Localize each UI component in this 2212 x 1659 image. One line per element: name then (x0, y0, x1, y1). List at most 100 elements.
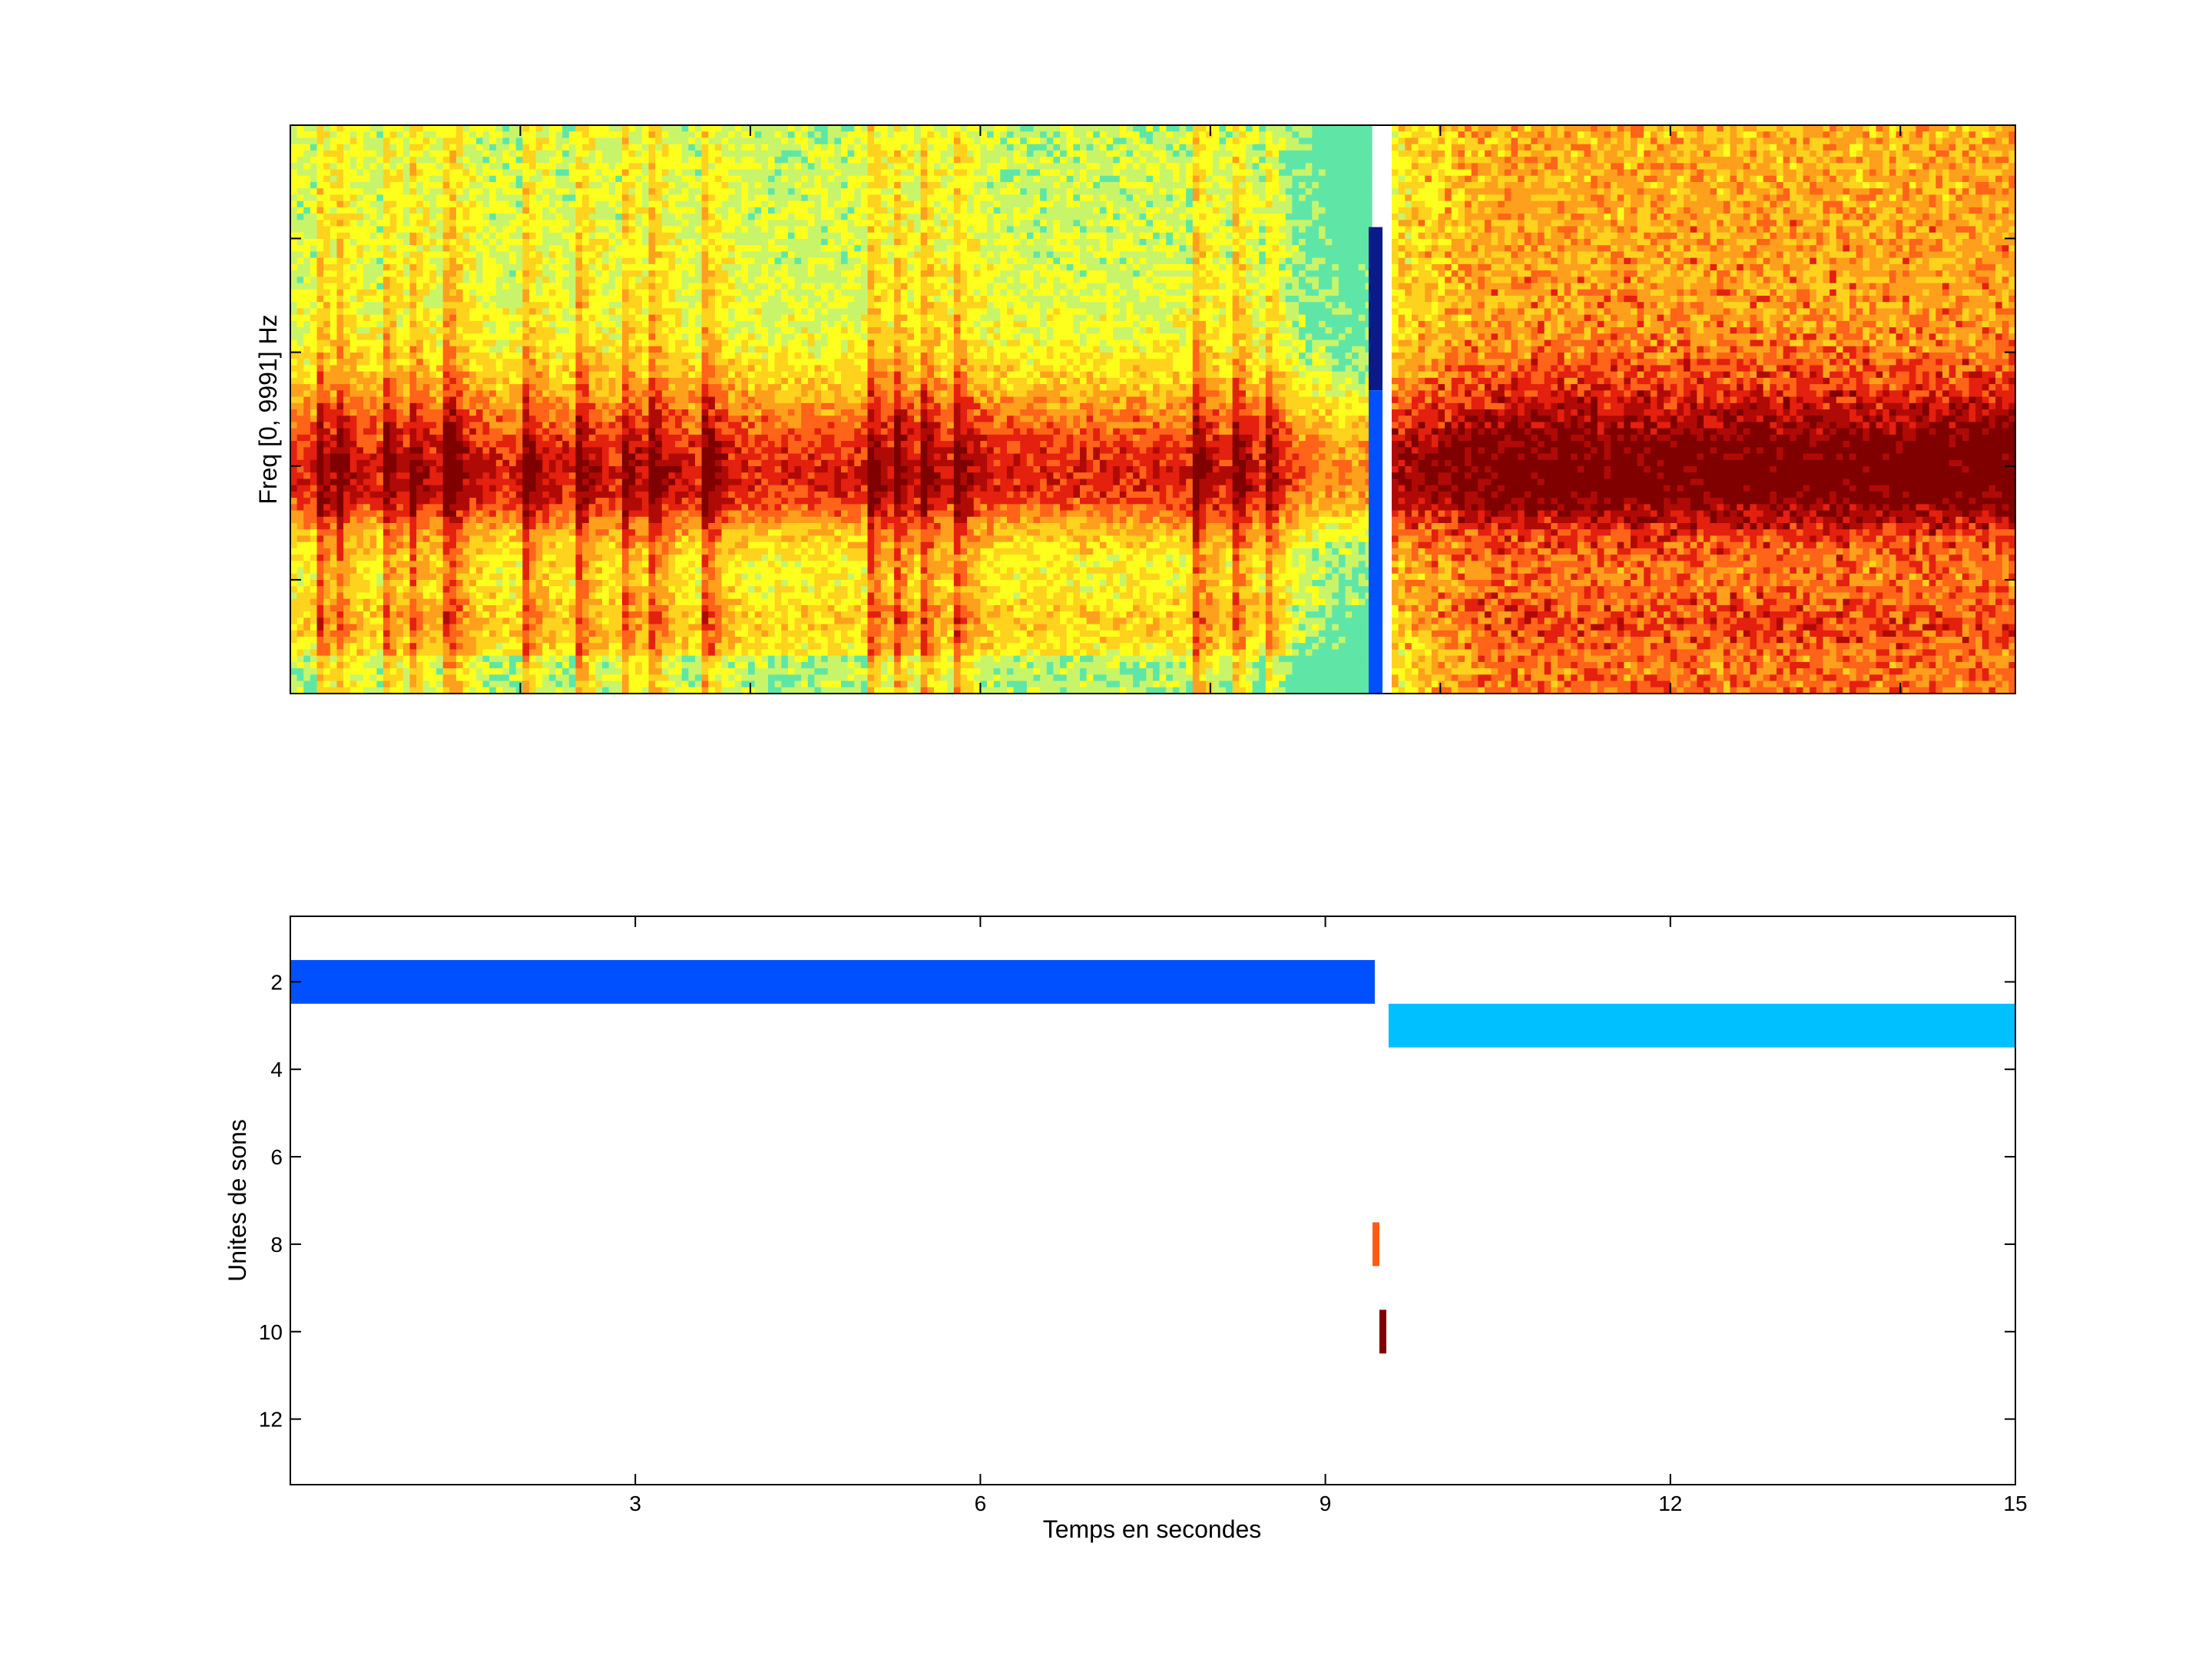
spectrogram-cell (509, 403, 516, 410)
spectrogram-cell (416, 308, 423, 315)
spectrogram-cell (330, 568, 337, 575)
spectrogram-cell (615, 315, 622, 322)
spectrogram-cell (416, 599, 423, 606)
spectrogram-cell (423, 523, 430, 530)
spectrogram-cell (542, 296, 549, 303)
spectrogram-cell (536, 340, 543, 347)
spectrogram-cell (409, 372, 416, 379)
spectrogram-cell (463, 384, 470, 391)
spectrogram-cell (330, 409, 337, 416)
spectrogram-cell (403, 251, 410, 258)
spectrogram-cell (403, 131, 410, 138)
spectrogram-cell (595, 611, 602, 618)
spectrogram-cell (323, 605, 330, 612)
spectrogram-cell (602, 137, 609, 144)
spectrogram-cell (615, 599, 622, 606)
spectrogram-cell (602, 157, 609, 164)
spectrogram-cell (376, 137, 383, 144)
spectrogram-cell (436, 327, 443, 334)
spectrogram-cell (310, 656, 317, 663)
spectrogram-cell (449, 631, 456, 637)
spectrogram-cell (575, 429, 582, 435)
spectrogram-cell (317, 523, 324, 530)
spectrogram-cell (376, 523, 383, 530)
spectrogram-cell (297, 365, 304, 372)
spectrogram-cell (390, 631, 397, 637)
spectrogram-cell (403, 674, 410, 681)
spectrogram-cell (509, 498, 516, 505)
spectrogram-cell (602, 384, 609, 391)
spectrogram-cell (443, 498, 450, 505)
spectrogram-cell (363, 283, 370, 290)
spectrogram-cell (436, 283, 443, 290)
spectrogram-cell (602, 637, 609, 644)
spectrogram-cell (536, 624, 543, 631)
spectrogram-cell (569, 157, 576, 164)
spectrogram-cell (463, 327, 470, 334)
spectrogram-cell (536, 214, 543, 220)
spectrogram-cell (423, 283, 430, 290)
spectrogram-cell (323, 409, 330, 416)
spectrogram-cell (529, 674, 536, 681)
spectrogram-cell (609, 245, 616, 252)
spectrogram-cell (336, 574, 343, 581)
spectrogram-cell (509, 529, 516, 536)
spectrogram-cell (569, 674, 576, 681)
spectrogram-cell (297, 592, 304, 599)
spectrogram-cell (409, 472, 416, 479)
spectrogram-cell (449, 605, 456, 612)
spectrogram-cell (330, 233, 337, 240)
spectrogram-cell (463, 568, 470, 575)
spectrogram-cell (376, 568, 383, 575)
spectrogram-cell (403, 637, 410, 644)
spectrogram-cell (529, 365, 536, 372)
spectrogram-cell (629, 605, 636, 612)
spectrogram-cell (290, 542, 297, 549)
spectrogram-cell (502, 409, 509, 416)
spectrogram-cell (297, 220, 304, 227)
spectrogram-cell (655, 372, 662, 379)
spectrogram-cell (290, 131, 297, 138)
spectrogram-cell (463, 201, 470, 208)
spectrogram-cell (569, 422, 576, 429)
spectrogram-cell (522, 668, 529, 675)
spectrogram-cell (496, 504, 503, 511)
spectrogram-cell (317, 144, 324, 151)
spectrogram-cell (323, 611, 330, 618)
spectrogram-cell (297, 422, 304, 429)
spectrogram-cell (409, 409, 416, 416)
spectrogram-cell (509, 535, 516, 542)
spectrogram-cell (416, 176, 423, 183)
spectrogram-cell (456, 478, 463, 485)
spectrogram-cell (370, 523, 377, 530)
spectrogram-cell (436, 353, 443, 359)
spectrogram-cell (416, 429, 423, 435)
spectrogram-cell (589, 668, 596, 675)
spectrogram-cell (536, 151, 543, 157)
spectrogram-cell (642, 498, 649, 505)
spectrogram-cell (529, 485, 536, 492)
spectrogram-cell (310, 611, 317, 618)
spectrogram-cell (609, 239, 616, 246)
spectrogram-cell (390, 529, 397, 536)
spectrogram-cell (297, 511, 304, 518)
spectrogram-cell (297, 170, 304, 177)
spectrogram-cell (569, 548, 576, 555)
spectrogram-cell (615, 542, 622, 549)
spectrogram-cell (522, 416, 529, 422)
spectrogram-cell (317, 390, 324, 397)
spectrogram-cell (642, 125, 649, 132)
spectrogram-cell (642, 542, 649, 549)
spectrogram-cell (343, 258, 350, 265)
spectrogram-cell (297, 674, 304, 681)
spectrogram-cell (483, 548, 490, 555)
spectrogram-cell (489, 384, 496, 391)
spectrogram-cell (416, 258, 423, 265)
spectrogram-cell (476, 308, 483, 315)
spectrogram-cell (443, 416, 450, 422)
spectrogram-cell (522, 327, 529, 334)
spectrogram-cell (595, 201, 602, 208)
spectrogram-cell (463, 125, 470, 132)
spectrogram-cell (317, 466, 324, 473)
spectrogram-cell (416, 422, 423, 429)
